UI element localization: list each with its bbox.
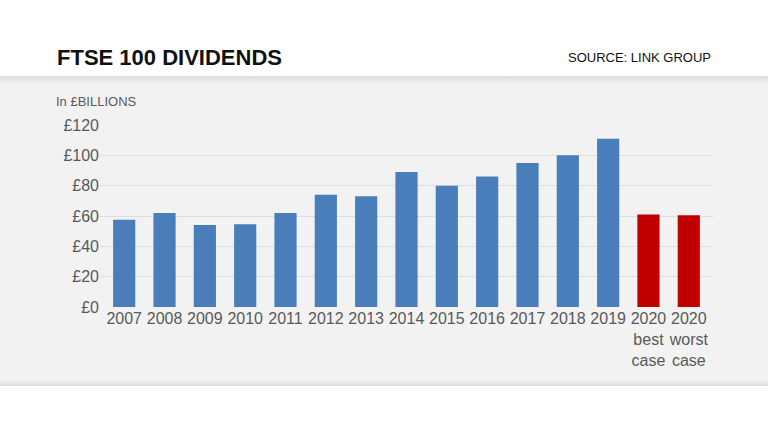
svg-text:2014: 2014 — [389, 310, 425, 327]
svg-text:£60: £60 — [72, 208, 99, 225]
svg-text:2010: 2010 — [227, 310, 263, 327]
svg-text:2013: 2013 — [348, 310, 384, 327]
svg-text:2008: 2008 — [147, 310, 183, 327]
svg-text:2015: 2015 — [429, 310, 465, 327]
svg-text:£120: £120 — [63, 117, 99, 134]
svg-text:2011: 2011 — [268, 310, 303, 327]
svg-text:2018: 2018 — [550, 310, 586, 327]
svg-text:2020worstcase: 2020worstcase — [669, 310, 709, 369]
svg-text:£20: £20 — [72, 268, 99, 285]
svg-text:2019: 2019 — [590, 310, 626, 327]
svg-text:FTSE 100 DIVIDENDS: FTSE 100 DIVIDENDS — [57, 45, 282, 70]
svg-text:£40: £40 — [72, 238, 99, 255]
svg-text:2020bestcase: 2020bestcase — [631, 310, 667, 369]
svg-text:2017: 2017 — [510, 310, 546, 327]
svg-text:In £BILLIONS: In £BILLIONS — [56, 94, 137, 109]
svg-text:SOURCE: LINK GROUP: SOURCE: LINK GROUP — [568, 50, 711, 65]
svg-text:2009: 2009 — [187, 310, 223, 327]
svg-text:2007: 2007 — [106, 310, 142, 327]
svg-text:2016: 2016 — [469, 310, 505, 327]
svg-text:£80: £80 — [72, 177, 99, 194]
svg-text:£100: £100 — [63, 147, 99, 164]
svg-text:2012: 2012 — [308, 310, 344, 327]
svg-text:£0: £0 — [81, 299, 99, 316]
